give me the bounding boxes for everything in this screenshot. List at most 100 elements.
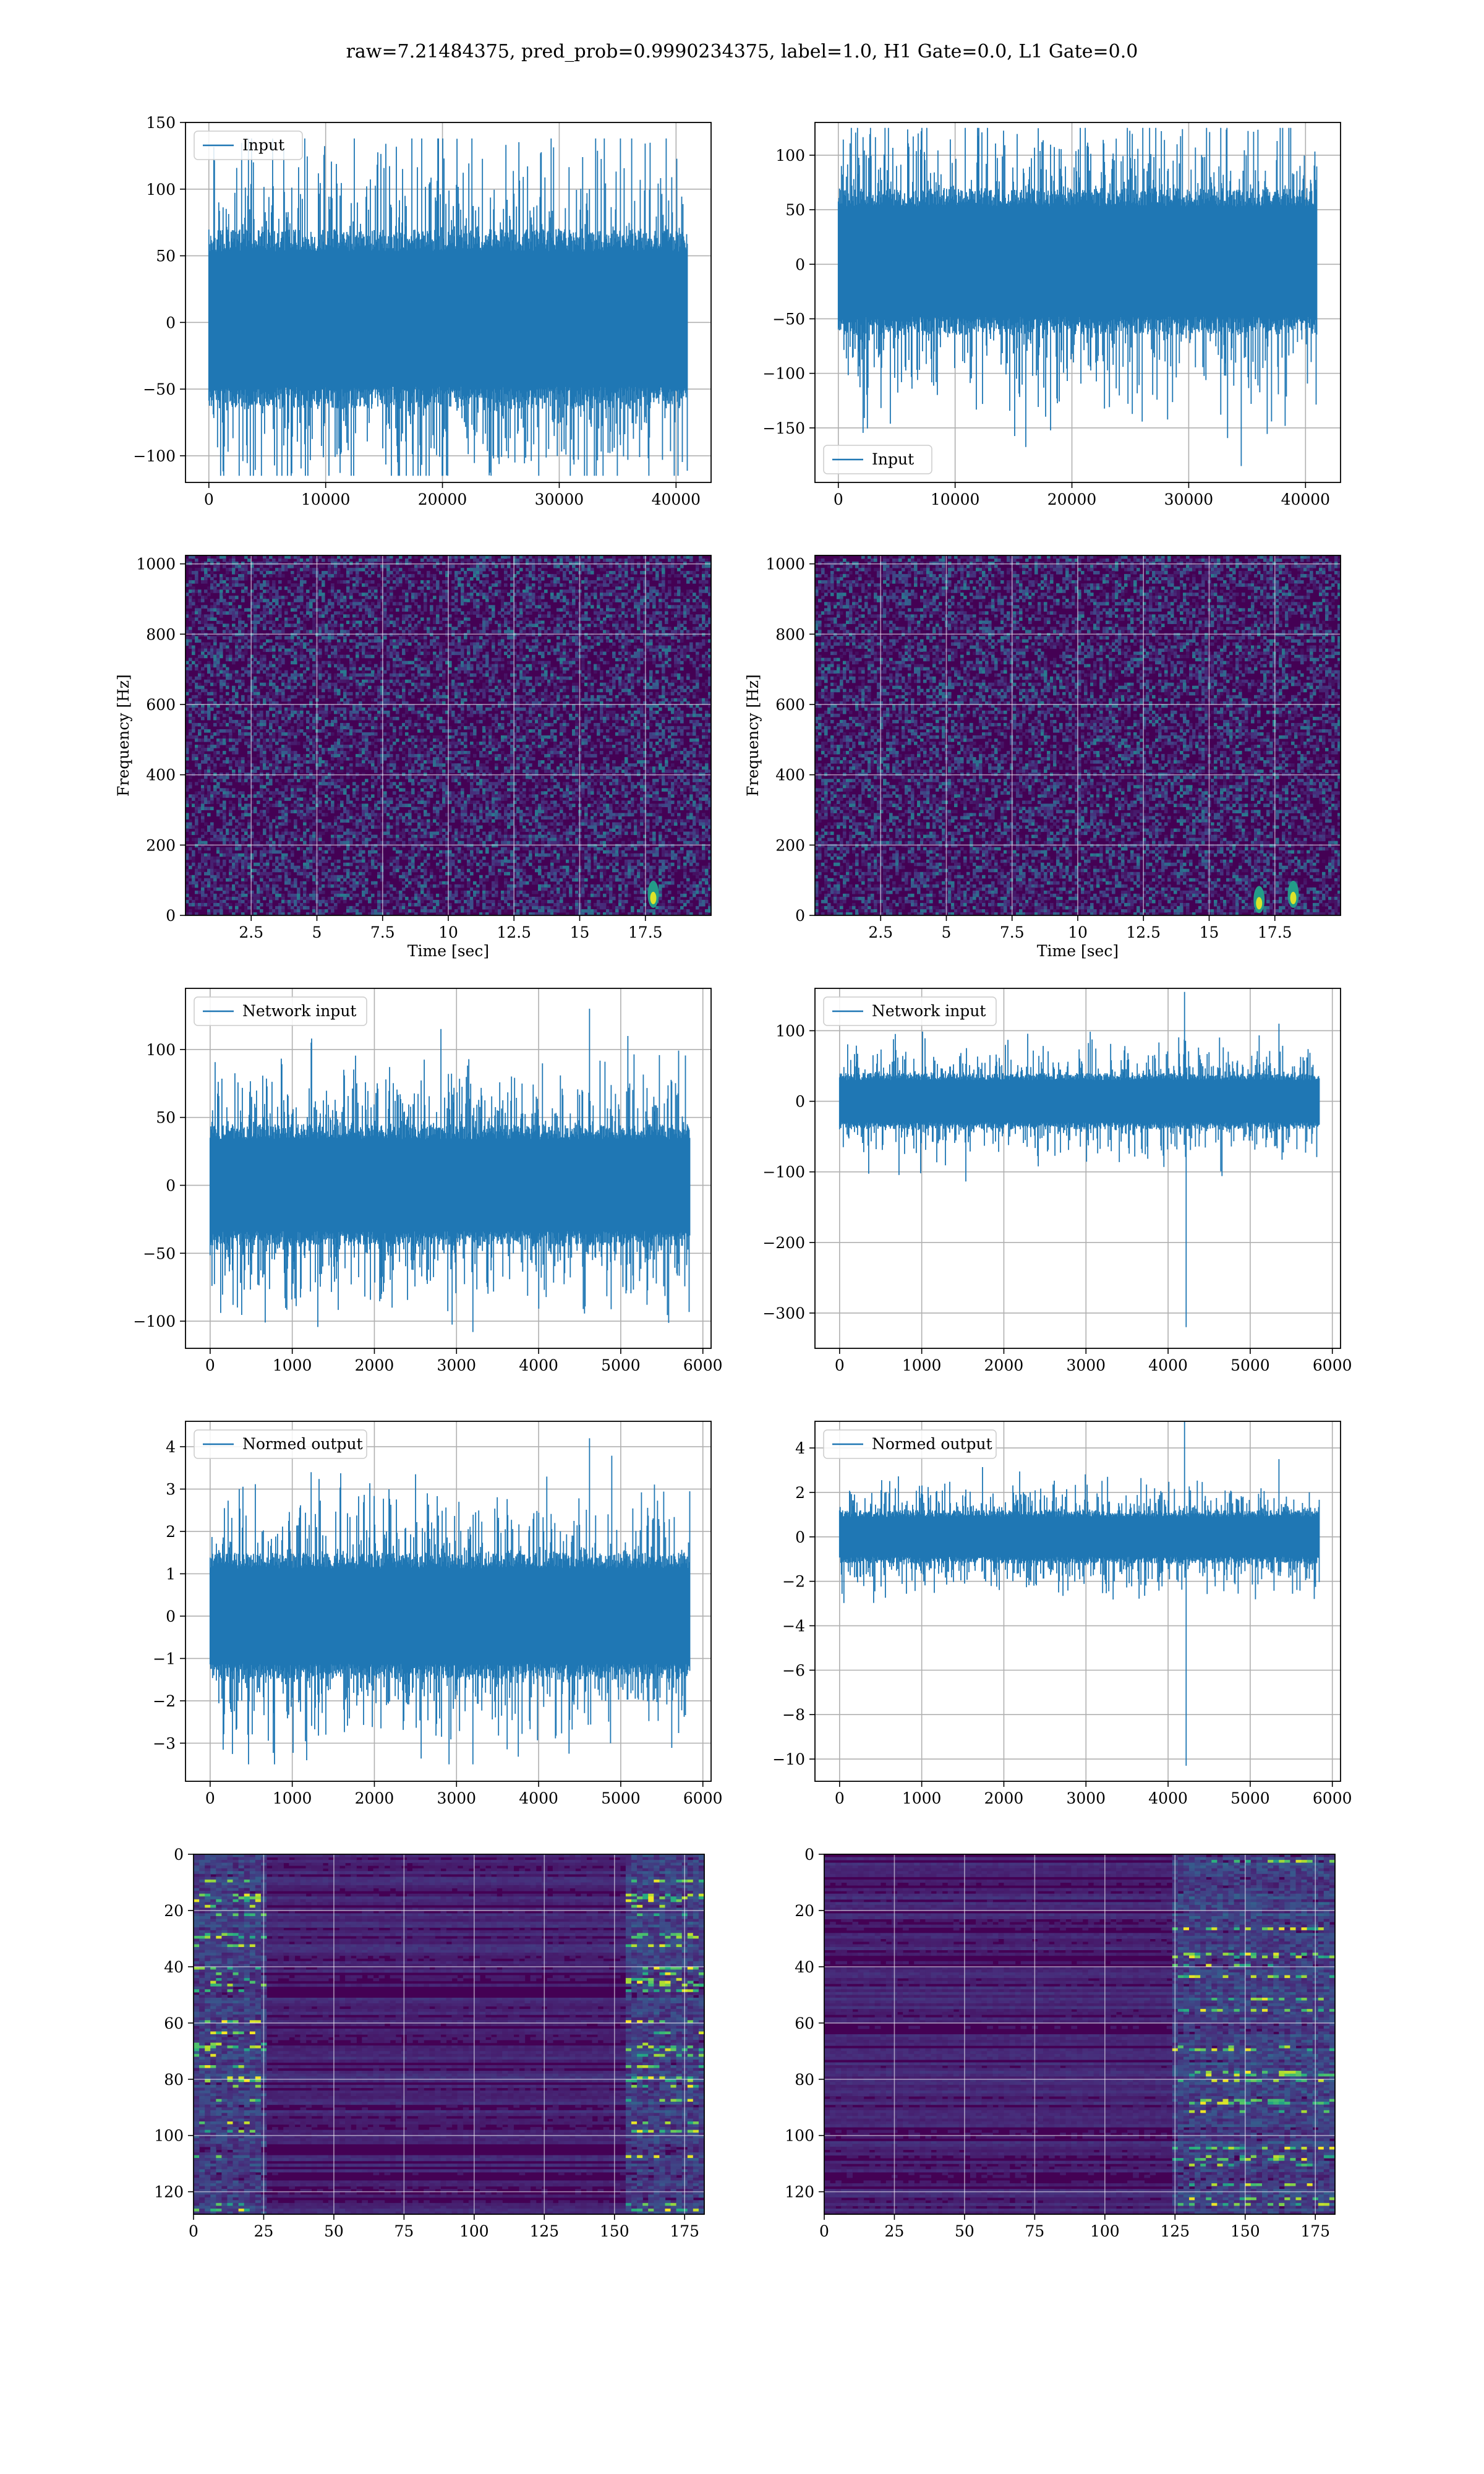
x-tick-label: 0 bbox=[205, 1789, 215, 1807]
x-tick-label: 2.5 bbox=[239, 923, 263, 941]
x-tick-label: 5 bbox=[312, 923, 322, 941]
x-tick-label: 75 bbox=[394, 2222, 414, 2240]
x-tick-label: 3000 bbox=[437, 1789, 476, 1807]
x-tick-label: 0 bbox=[835, 1356, 845, 1374]
y-tick-label: 80 bbox=[164, 2071, 184, 2089]
x-tick-label: 0 bbox=[834, 490, 843, 508]
y-tick-label: 0 bbox=[795, 255, 805, 273]
axes-background bbox=[815, 1421, 1341, 1781]
x-tick-label: 1000 bbox=[273, 1356, 312, 1374]
y-tick-label: 60 bbox=[795, 2014, 814, 2032]
y-tick-label: −100 bbox=[762, 365, 805, 383]
y-tick-label: 3 bbox=[166, 1481, 176, 1499]
y-tick-label: 600 bbox=[146, 696, 176, 714]
x-tick-label: 40000 bbox=[652, 490, 701, 508]
x-tick-label: 125 bbox=[529, 2222, 559, 2240]
y-tick-label: 400 bbox=[146, 766, 176, 784]
x-tick-label: 1000 bbox=[902, 1789, 942, 1807]
x-tick-label: 75 bbox=[1025, 2222, 1044, 2240]
spectrogram-hotspot-core bbox=[650, 892, 657, 904]
x-tick-label: 50 bbox=[955, 2222, 974, 2240]
y-tick-label: 50 bbox=[156, 1109, 176, 1127]
network-input-l1-panel: 0 1000 2000 3000 4000 5000 6000−300−200−100010… bbox=[762, 988, 1352, 1374]
input-h1-panel: 0 10000 20000 30000 40000−100−50050100150Inp… bbox=[133, 114, 711, 508]
spectrogram-h1-panel: 2.5 5 7.5 10 12.5 15 17.502004006008001000Time… bbox=[114, 555, 712, 960]
legend-label: Input bbox=[872, 450, 914, 468]
y-tick-label: −50 bbox=[143, 1244, 176, 1262]
x-tick-label: 125 bbox=[1160, 2222, 1190, 2240]
legend: Input bbox=[194, 131, 302, 160]
y-tick-label: 100 bbox=[146, 1041, 176, 1059]
y-tick-label: 0 bbox=[166, 1607, 176, 1625]
y-tick-label: 60 bbox=[164, 2014, 184, 2032]
y-tick-label: 600 bbox=[775, 696, 805, 714]
y-tick-label: 100 bbox=[785, 2127, 814, 2145]
x-tick-label: 2000 bbox=[984, 1356, 1024, 1374]
y-tick-label: 0 bbox=[166, 314, 176, 332]
x-tick-label: 10 bbox=[1068, 923, 1088, 941]
x-tick-label: 100 bbox=[1090, 2222, 1120, 2240]
x-tick-label: 5 bbox=[942, 923, 952, 941]
x-tick-label: 3000 bbox=[1066, 1789, 1106, 1807]
legend: Network input bbox=[194, 997, 367, 1025]
y-tick-label: −4 bbox=[782, 1617, 805, 1635]
x-tick-label: 12.5 bbox=[1126, 923, 1161, 941]
legend-label: Normed output bbox=[872, 1435, 992, 1453]
x-tick-label: 5000 bbox=[1230, 1789, 1270, 1807]
x-tick-label: 20000 bbox=[1047, 490, 1097, 508]
spectrogram-hotspot-core bbox=[1290, 892, 1297, 904]
x-tick-label: 150 bbox=[600, 2222, 629, 2240]
legend: Input bbox=[824, 445, 932, 474]
y-tick-label: 4 bbox=[795, 1439, 805, 1457]
x-tick-label: 7.5 bbox=[1000, 923, 1025, 941]
legend: Network input bbox=[824, 997, 996, 1025]
x-tick-label: 10 bbox=[438, 923, 458, 941]
x-tick-label: 15 bbox=[570, 923, 590, 941]
y-tick-label: 0 bbox=[795, 1528, 805, 1546]
x-tick-label: 30000 bbox=[535, 490, 584, 508]
y-tick-label: −1 bbox=[153, 1650, 176, 1667]
y-tick-label: −2 bbox=[153, 1692, 176, 1710]
x-tick-label: 4000 bbox=[519, 1356, 558, 1374]
y-tick-label: 400 bbox=[775, 766, 805, 784]
x-tick-label: 25 bbox=[885, 2222, 905, 2240]
y-tick-label: 2 bbox=[166, 1523, 176, 1541]
x-tick-label: 0 bbox=[819, 2222, 829, 2240]
x-tick-label: 150 bbox=[1230, 2222, 1260, 2240]
x-tick-label: 7.5 bbox=[370, 923, 395, 941]
legend-label: Network input bbox=[242, 1002, 356, 1020]
x-tick-label: 6000 bbox=[683, 1356, 723, 1374]
y-tick-label: −50 bbox=[772, 310, 805, 328]
x-tick-label: 0 bbox=[835, 1789, 845, 1807]
y-tick-label: 800 bbox=[146, 625, 176, 643]
x-axis-label: Time [sec] bbox=[1037, 942, 1119, 960]
x-tick-label: 4000 bbox=[1148, 1789, 1188, 1807]
y-tick-label: 50 bbox=[156, 247, 176, 265]
x-tick-label: 6000 bbox=[683, 1789, 723, 1807]
y-axis-label: Frequency [Hz] bbox=[114, 674, 132, 797]
x-tick-label: 17.5 bbox=[628, 923, 663, 941]
x-tick-label: 20000 bbox=[418, 490, 467, 508]
y-tick-label: 800 bbox=[775, 625, 805, 643]
y-tick-label: 120 bbox=[785, 2183, 814, 2201]
y-tick-label: 200 bbox=[146, 836, 176, 854]
y-tick-label: 0 bbox=[166, 1176, 176, 1194]
y-tick-label: 0 bbox=[804, 1846, 814, 1864]
y-tick-label: 100 bbox=[775, 147, 805, 165]
y-tick-label: −10 bbox=[772, 1750, 805, 1768]
legend: Normed output bbox=[824, 1430, 996, 1458]
feature-map-cells bbox=[194, 1854, 705, 2215]
x-tick-label: 3000 bbox=[1066, 1356, 1106, 1374]
x-tick-label: 175 bbox=[1300, 2222, 1330, 2240]
x-tick-label: 2000 bbox=[355, 1789, 394, 1807]
y-tick-label: 120 bbox=[154, 2183, 184, 2201]
spectrogram-hotspot-core bbox=[1256, 897, 1262, 909]
x-tick-label: 0 bbox=[189, 2222, 198, 2240]
legend-label: Normed output bbox=[242, 1435, 363, 1453]
x-tick-label: 5000 bbox=[601, 1789, 641, 1807]
x-tick-label: 4000 bbox=[519, 1789, 558, 1807]
x-tick-label: 5000 bbox=[601, 1356, 641, 1374]
x-tick-label: 25 bbox=[254, 2222, 274, 2240]
